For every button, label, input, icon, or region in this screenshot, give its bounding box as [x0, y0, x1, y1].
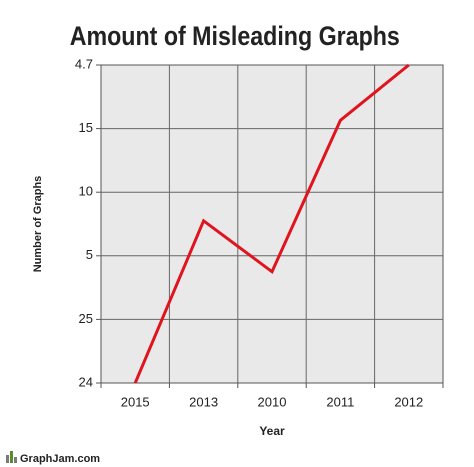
x-tick-label: 2011	[326, 394, 354, 409]
plot-area	[100, 64, 444, 384]
y-tick-label: 10	[79, 184, 93, 199]
x-axis-label: Year	[259, 424, 285, 438]
footer: GraphJam.com	[20, 453, 100, 465]
x-tick-label: 2012	[394, 394, 423, 409]
chart-title: Amount of Misleading Graphs	[70, 22, 400, 52]
y-axis-label: Number of Graphs	[32, 176, 44, 273]
y-tick-label: 4.7	[75, 56, 93, 71]
x-tick-label: 2010	[258, 394, 287, 409]
x-tick-label: 2013	[189, 394, 218, 409]
y-tick-label: 5	[86, 247, 93, 262]
x-tick-label: 2015	[121, 394, 150, 409]
y-tick-label: 15	[79, 120, 93, 135]
data-line	[133, 63, 410, 384]
footer-logo	[6, 451, 17, 463]
y-tick-label: 24	[79, 374, 93, 389]
y-tick-label: 25	[79, 311, 93, 326]
